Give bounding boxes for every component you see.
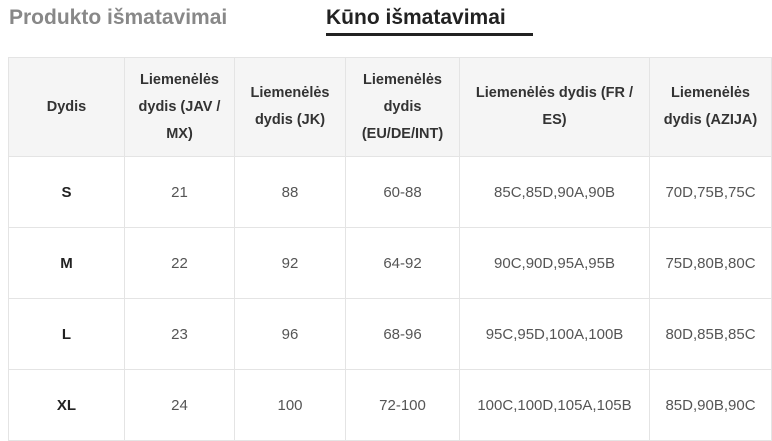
active-tab-underline <box>326 33 533 36</box>
tab-product-measurements[interactable]: Produkto išmatavimai <box>9 6 228 29</box>
table-cell: 23 <box>124 298 235 370</box>
table-cell: 88 <box>234 156 346 228</box>
table-cell: 64-92 <box>345 227 460 299</box>
table-cell: 72-100 <box>345 369 460 441</box>
size-cell: M <box>8 227 125 299</box>
header-bra-size-fr-es: Liemenėlės dydis (FR / ES) <box>459 57 650 157</box>
table-cell: 85C,85D,90A,90B <box>459 156 650 228</box>
table-header-row: Dydis Liemenėlės dydis (JAV / MX) Liemen… <box>8 57 772 157</box>
table-cell: 90C,90D,95A,95B <box>459 227 650 299</box>
header-bra-size-asia: Liemenėlės dydis (AZIJA) <box>649 57 772 157</box>
table-cell: 92 <box>234 227 346 299</box>
table-cell: 24 <box>124 369 235 441</box>
table-cell: 80D,85B,85C <box>649 298 772 370</box>
table-cell: 96 <box>234 298 346 370</box>
table-cell: 21 <box>124 156 235 228</box>
size-cell: L <box>8 298 125 370</box>
table-row: XL 24 100 72-100 100C,100D,105A,105B 85D… <box>8 369 772 441</box>
table-cell: 100 <box>234 369 346 441</box>
tab-body-measurements[interactable]: Kūno išmatavimai <box>326 6 506 29</box>
table-cell: 22 <box>124 227 235 299</box>
size-cell: S <box>8 156 125 228</box>
table-cell: 100C,100D,105A,105B <box>459 369 650 441</box>
header-bra-size-uk: Liemenėlės dydis (JK) <box>234 57 346 157</box>
table-row: M 22 92 64-92 90C,90D,95A,95B 75D,80B,80… <box>8 227 772 299</box>
header-bra-size-us-mx: Liemenėlės dydis (JAV / MX) <box>124 57 235 157</box>
table-row: S 21 88 60-88 85C,85D,90A,90B 70D,75B,75… <box>8 156 772 228</box>
size-table-container[interactable]: Dydis Liemenėlės dydis (JAV / MX) Liemen… <box>8 57 772 441</box>
table-cell: 95C,95D,100A,100B <box>459 298 650 370</box>
header-size: Dydis <box>8 57 125 157</box>
table-cell: 70D,75B,75C <box>649 156 772 228</box>
table-cell: 68-96 <box>345 298 460 370</box>
table-cell: 60-88 <box>345 156 460 228</box>
table-cell: 75D,80B,80C <box>649 227 772 299</box>
measurement-tabs: Produkto išmatavimai Kūno išmatavimai <box>0 0 772 48</box>
header-bra-size-eu: Liemenėlės dydis (EU/DE/INT) <box>345 57 460 157</box>
size-cell: XL <box>8 369 125 441</box>
table-cell: 85D,90B,90C <box>649 369 772 441</box>
size-table: Dydis Liemenėlės dydis (JAV / MX) Liemen… <box>8 57 772 441</box>
table-row: L 23 96 68-96 95C,95D,100A,100B 80D,85B,… <box>8 298 772 370</box>
